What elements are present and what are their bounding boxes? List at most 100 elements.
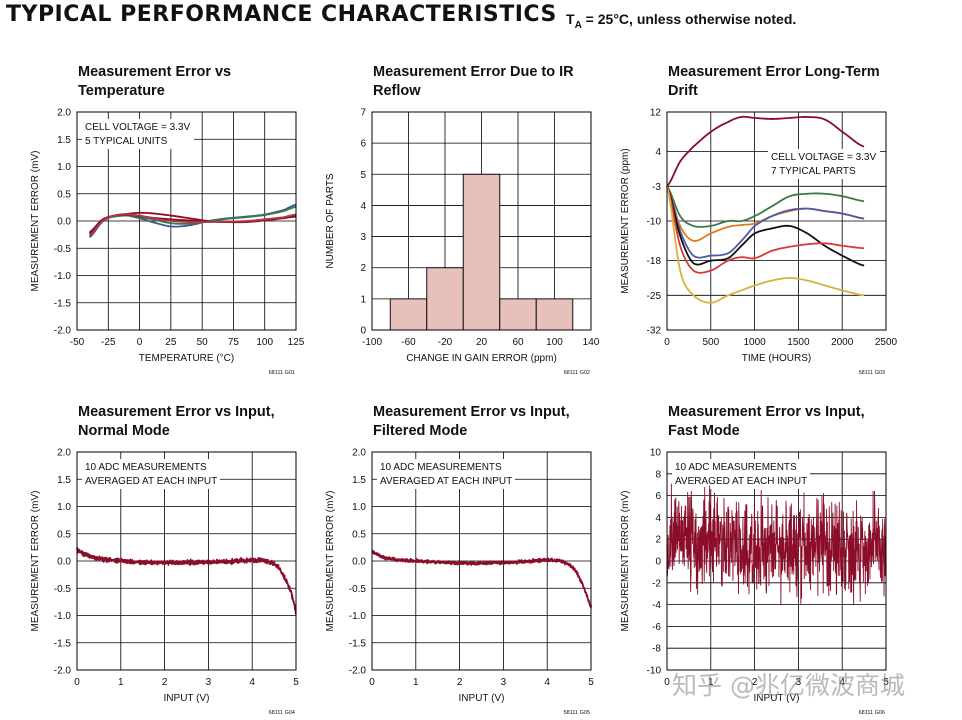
x-tick-label: 100: [546, 337, 563, 348]
series-line: [666, 186, 865, 304]
test-conditions: TA = 25°C, unless otherwise noted.: [566, 11, 796, 31]
cond-text: = 25°C, unless otherwise noted.: [581, 11, 797, 27]
figure-id: 68111 G02: [564, 370, 590, 376]
plot-frame: [76, 451, 297, 671]
y-tick-label: -18: [647, 256, 662, 267]
x-tick-label: 3: [206, 677, 212, 688]
y-tick-label: 0.5: [352, 529, 366, 540]
y-tick-label: 4: [360, 201, 366, 212]
x-axis-label: INPUT (V): [459, 693, 505, 704]
plot-frame: [76, 111, 297, 331]
x-tick-label: -50: [70, 337, 85, 348]
annotation-box: [672, 459, 810, 489]
annotation-box: [82, 119, 194, 149]
y-axis-label: MEASUREMENT ERROR (mV): [325, 491, 336, 632]
x-tick-label: 2000: [831, 337, 854, 348]
series-line: [666, 185, 865, 228]
y-tick-label: -1.5: [54, 638, 72, 649]
x-tick-label: 3: [796, 677, 802, 688]
chart-panel-6: Measurement Error vs Input, Fast Mode 10…: [590, 340, 910, 716]
x-tick-label: -100: [362, 337, 382, 348]
x-axis-label: INPUT (V): [164, 693, 210, 704]
y-tick-label: 8: [655, 469, 661, 480]
y-tick-label: -1.5: [54, 298, 72, 309]
series-line: [666, 483, 887, 606]
x-tick-label: 1: [118, 677, 124, 688]
y-tick-label: -2.0: [54, 326, 72, 337]
y-tick-label: -4: [652, 600, 661, 611]
page-title: TYPICAL PERFORMANCE CHARACTERISTICS: [6, 2, 557, 27]
y-tick-label: -2: [652, 578, 661, 589]
x-tick-label: 5: [588, 677, 594, 688]
figure-id: 58111 G05: [564, 710, 590, 716]
y-tick-label: -25: [647, 291, 662, 302]
y-tick-label: -0.5: [54, 584, 72, 595]
y-axis-label: NUMBER OF PARTS: [325, 173, 336, 269]
y-tick-label: 0: [360, 326, 366, 337]
y-tick-label: 1.0: [352, 502, 366, 513]
x-tick-label: 500: [702, 337, 719, 348]
x-axis-label: CHANGE IN GAIN ERROR (ppm): [406, 353, 557, 364]
chart-panel-4: Measurement Error vs Input, Normal Mode …: [0, 340, 320, 716]
histogram-bar: [462, 173, 501, 331]
series-line: [666, 115, 865, 187]
y-tick-label: 1.5: [57, 135, 71, 146]
y-tick-label: 0.0: [57, 217, 71, 228]
y-tick-label: 1: [360, 294, 366, 305]
x-tick-label: 20: [476, 337, 488, 348]
y-tick-label: -1.5: [349, 638, 367, 649]
y-tick-label: 2.0: [352, 448, 366, 459]
y-tick-label: 5: [360, 170, 366, 181]
x-tick-label: 0: [664, 677, 670, 688]
x-tick-label: 2500: [875, 337, 898, 348]
y-tick-label: 1.5: [57, 475, 71, 486]
y-axis-label: MEASUREMENT ERROR (ppm): [620, 148, 631, 293]
y-tick-label: 1.5: [352, 475, 366, 486]
series-line: [76, 546, 297, 615]
x-tick-label: 0: [74, 677, 80, 688]
x-tick-label: 1: [413, 677, 419, 688]
y-tick-label: 7: [360, 108, 366, 119]
y-tick-label: 0: [655, 557, 661, 568]
x-tick-label: 4: [249, 677, 255, 688]
x-tick-label: 1000: [743, 337, 766, 348]
plot-frame: [666, 111, 887, 331]
plot-frame: [666, 451, 887, 671]
chart-panel-3: Measurement Error Long-Term Drift CELL V…: [590, 0, 910, 376]
histogram-bar: [499, 298, 537, 331]
histogram-bar: [535, 298, 574, 331]
y-tick-label: -32: [647, 326, 662, 337]
y-tick-label: -2.0: [349, 666, 367, 677]
chart-svg: CELL VOLTAGE = 3.3V 5 TYPICAL UNITS -50 -25…: [30, 108, 305, 377]
y-tick-label: 4: [655, 513, 661, 524]
y-tick-label: -3: [652, 182, 661, 193]
histogram-bar: [426, 267, 464, 331]
x-tick-label: 2: [752, 677, 758, 688]
x-tick-label: 0: [664, 337, 670, 348]
y-tick-label: -10: [647, 666, 662, 677]
series-line: [88, 213, 297, 237]
y-axis-label: MEASUREMENT ERROR (mV): [620, 491, 631, 632]
x-tick-label: 50: [197, 337, 209, 348]
y-tick-label: -6: [652, 622, 661, 633]
y-tick-label: 1.0: [57, 502, 71, 513]
annotation-box: [377, 459, 515, 489]
x-tick-label: -60: [401, 337, 416, 348]
chart-annotation: 10 ADC MEASUREMENTS: [675, 462, 797, 473]
x-tick-label: 2: [457, 677, 463, 688]
x-tick-label: 4: [544, 677, 550, 688]
y-tick-label: 0.5: [57, 529, 71, 540]
chart-title: Measurement Error Long-Term Drift: [668, 64, 880, 99]
chart-annotation: 10 ADC MEASUREMENTS: [380, 462, 502, 473]
series-line: [666, 185, 865, 259]
chart-annotation: AVERAGED AT EACH INPUT: [380, 476, 512, 487]
series-line: [666, 185, 865, 267]
chart-svg: 10 ADC MEASUREMENTS AVERAGED AT EACH INPU…: [620, 448, 889, 717]
figure-id: 68111 G06: [859, 710, 885, 716]
x-tick-label: 4: [839, 677, 845, 688]
x-tick-label: 3: [501, 677, 507, 688]
y-axis-label: MEASUREMENT ERROR (mV): [30, 151, 41, 292]
x-tick-label: -20: [438, 337, 453, 348]
y-tick-label: -2.0: [54, 666, 72, 677]
annotation-box: [82, 459, 220, 489]
